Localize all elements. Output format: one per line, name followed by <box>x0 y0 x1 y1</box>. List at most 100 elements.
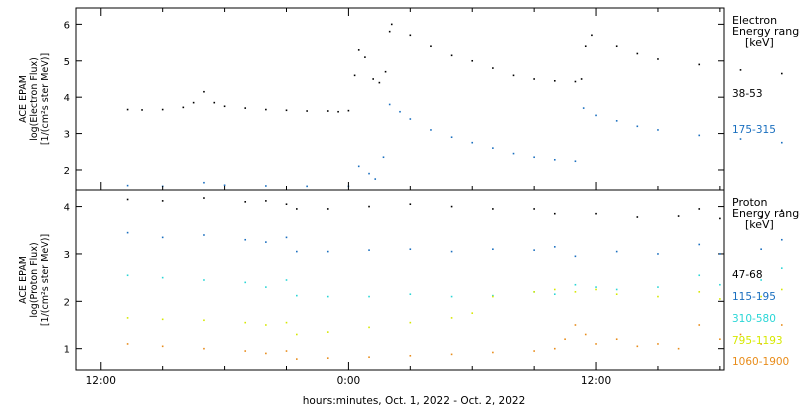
data-point <box>698 274 701 277</box>
data-point <box>374 178 377 180</box>
data-point <box>141 109 143 111</box>
data-point <box>409 118 412 120</box>
data-point <box>126 343 129 345</box>
data-point <box>564 338 566 341</box>
data-point <box>372 78 374 80</box>
data-point <box>698 291 701 293</box>
data-point <box>126 198 129 201</box>
data-point <box>285 109 288 112</box>
data-point <box>574 160 577 163</box>
data-point <box>399 110 401 113</box>
data-point <box>492 295 494 298</box>
data-point <box>719 298 721 300</box>
series-175-315 <box>126 103 783 188</box>
data-point <box>244 238 247 241</box>
series-115-195 <box>126 231 783 258</box>
y-axis-label: ACE EPAM <box>18 256 29 304</box>
legend-title: Energy range <box>732 25 800 38</box>
y-tick-label: 2 <box>64 166 70 177</box>
y-axis-label: log(Electron Flux) <box>29 57 40 141</box>
legend-entry: 795-1193 <box>732 335 783 347</box>
data-point <box>203 181 205 184</box>
data-point <box>213 101 216 104</box>
data-point <box>591 34 593 37</box>
data-point <box>719 283 721 286</box>
data-point <box>760 248 762 251</box>
data-point <box>553 80 556 82</box>
data-point <box>677 215 680 217</box>
data-point <box>285 203 288 206</box>
y-tick-label: 1 <box>64 345 70 356</box>
data-point <box>533 291 535 293</box>
data-point <box>450 136 453 139</box>
data-point <box>698 324 701 326</box>
data-point <box>574 283 577 286</box>
data-point <box>244 281 247 284</box>
data-point <box>492 294 494 297</box>
data-point <box>296 358 298 360</box>
data-point <box>265 352 267 355</box>
data-point <box>492 351 494 354</box>
data-point <box>553 158 556 161</box>
legend-entry: 47-68 <box>732 269 763 281</box>
data-point <box>244 107 247 109</box>
data-point <box>615 293 618 296</box>
data-point <box>760 279 762 281</box>
data-point <box>492 147 494 149</box>
data-point <box>326 250 329 253</box>
data-point <box>182 106 185 109</box>
y-axis-label: log(Proton Flux) <box>29 242 40 317</box>
data-point <box>574 324 577 326</box>
data-point <box>161 108 164 111</box>
data-point <box>615 338 618 341</box>
data-point <box>296 208 298 210</box>
data-point <box>492 208 494 210</box>
data-point <box>636 125 639 128</box>
data-point <box>126 108 129 111</box>
data-point <box>285 236 288 239</box>
legend-entry: 1060-1900 <box>732 356 789 368</box>
data-point <box>203 279 205 281</box>
data-point <box>126 184 129 187</box>
data-point <box>357 49 360 51</box>
data-point <box>203 197 205 199</box>
data-point <box>698 134 701 137</box>
data-point <box>126 231 129 234</box>
data-point <box>244 201 247 203</box>
data-point <box>192 101 195 104</box>
data-point <box>161 200 164 202</box>
data-point <box>698 63 701 66</box>
data-point <box>368 205 370 208</box>
data-point <box>161 236 164 239</box>
legend-title: Energy range <box>732 207 800 220</box>
data-point <box>409 34 412 37</box>
series-38-53 <box>126 23 783 113</box>
data-point <box>698 208 701 210</box>
legend-title: [keV] <box>745 218 774 231</box>
data-point <box>430 129 432 131</box>
data-point <box>512 74 515 77</box>
data-point <box>636 345 639 348</box>
data-point <box>326 208 329 210</box>
y-axis-label: [1/(cm²s ster MeV)] <box>40 53 51 145</box>
data-point <box>657 129 659 131</box>
data-point <box>409 293 412 296</box>
data-point <box>615 250 618 253</box>
data-point <box>780 288 783 291</box>
data-point <box>450 205 453 208</box>
data-point <box>780 72 783 75</box>
data-point <box>306 185 308 188</box>
data-point <box>719 338 721 341</box>
data-point <box>615 45 618 48</box>
data-point <box>161 345 164 348</box>
data-point <box>388 103 391 106</box>
data-point <box>512 152 515 155</box>
y-tick-label: 2 <box>64 297 70 308</box>
data-point <box>409 354 412 357</box>
data-point <box>533 249 535 251</box>
data-point <box>574 80 577 83</box>
data-point <box>409 248 412 251</box>
data-point <box>285 321 288 324</box>
data-point <box>285 279 288 281</box>
data-point <box>595 343 597 345</box>
